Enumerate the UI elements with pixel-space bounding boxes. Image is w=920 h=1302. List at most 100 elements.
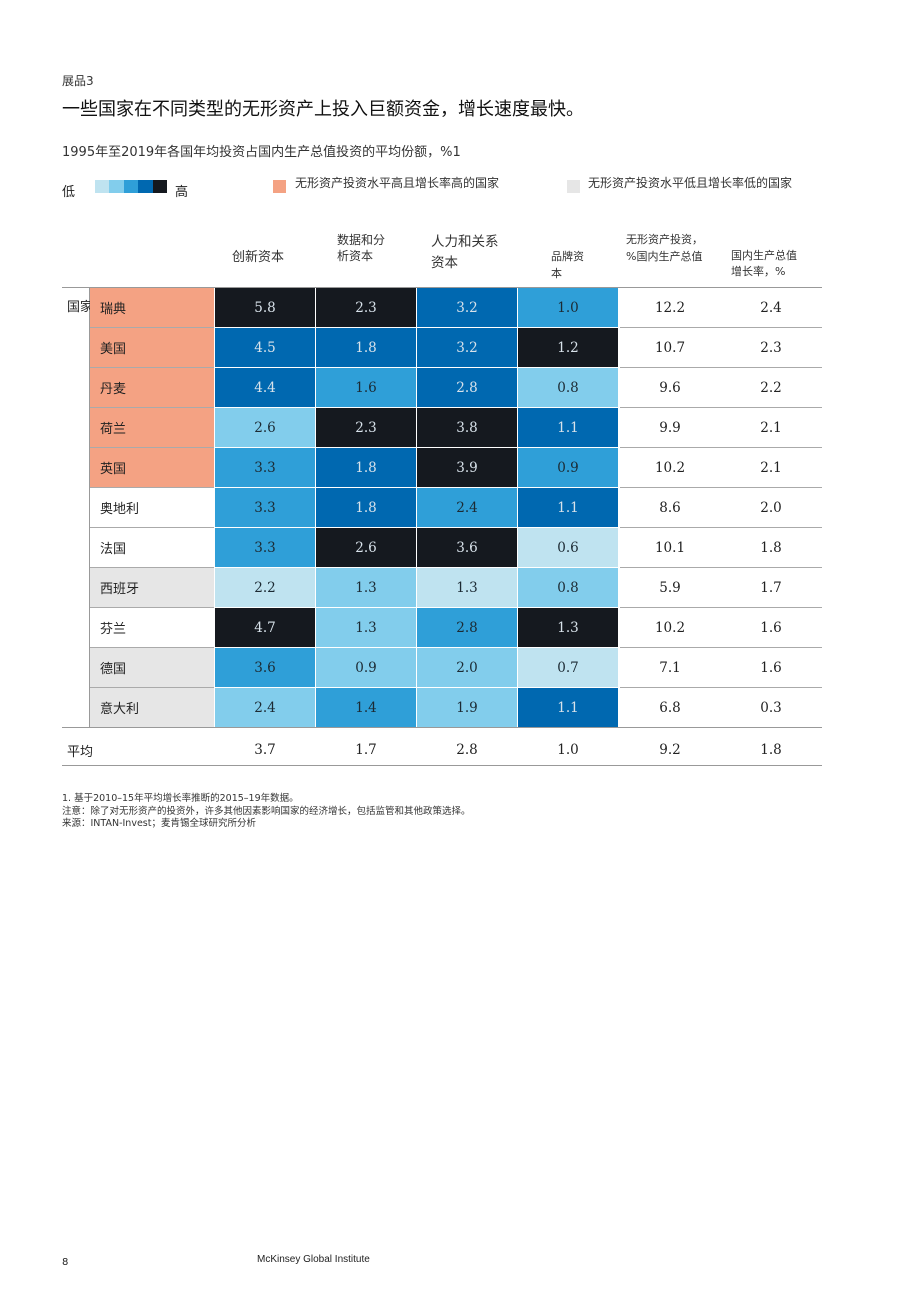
heatmap-cell: 4.7 — [215, 608, 315, 647]
heatmap-cell: 2.2 — [215, 568, 315, 607]
heatmap-cell: 1.2 — [518, 328, 618, 367]
col-header-intangible-line2: %国内生产总值 — [626, 250, 703, 263]
row-divider — [90, 607, 214, 608]
gdp-growth-cell: 2.3 — [760, 339, 782, 356]
legend-low-group-label: 无形资产投资水平低且增长率低的国家 — [588, 176, 793, 190]
country-cell: 奥地利 — [90, 488, 214, 527]
row-divider — [620, 327, 822, 328]
heatmap-cell: 2.3 — [316, 288, 416, 327]
country-cell: 芬兰 — [90, 608, 214, 647]
country-cell: 德国 — [90, 648, 214, 687]
col-header-innovation: 创新资本 — [232, 250, 285, 265]
country-cell: 荷兰 — [90, 408, 214, 447]
row-divider — [620, 607, 822, 608]
heatmap-cell: 0.8 — [518, 368, 618, 407]
legend-high-label: 高 — [175, 185, 189, 200]
average-cell: 1.8 — [760, 741, 782, 758]
average-cell: 3.7 — [254, 741, 276, 758]
col-header-human-line1: 人力和关系 — [431, 234, 499, 250]
footnote-1: 1. 基于2010–15年平均增长率推断的2015–19年数据。 — [62, 793, 299, 804]
average-cell: 2.8 — [456, 741, 478, 758]
col-header-human: 人力和关系 资本 — [431, 232, 499, 274]
country-cell: 瑞典 — [90, 288, 214, 327]
row-divider — [620, 527, 822, 528]
row-divider — [90, 687, 214, 688]
gdp-growth-cell: 1.8 — [760, 539, 782, 556]
heatmap-cell: 3.2 — [417, 288, 517, 327]
gdp-growth-cell: 2.1 — [760, 419, 782, 436]
intangible-total-cell: 10.2 — [654, 459, 686, 476]
country-cell: 美国 — [90, 328, 214, 367]
col-header-intangible: 无形资产投资， %国内生产总值 — [626, 231, 703, 265]
heatmap-cell: 1.1 — [518, 488, 618, 527]
intangible-total-cell: 10.2 — [654, 619, 686, 636]
gdp-growth-cell: 2.1 — [760, 459, 782, 476]
intangible-total-cell: 7.1 — [659, 659, 681, 676]
country-column-divider — [89, 288, 90, 727]
heatmap-cell: 1.8 — [316, 448, 416, 487]
heatmap-cell: 5.8 — [215, 288, 315, 327]
legend-high-group-label: 无形资产投资水平高且增长率高的国家 — [295, 176, 500, 190]
heatmap-cell: 1.8 — [316, 328, 416, 367]
country-cell: 英国 — [90, 448, 214, 487]
table-top-rule — [62, 287, 822, 288]
heatmap-cell: 2.3 — [316, 408, 416, 447]
legend-low-group-swatch — [567, 180, 580, 193]
row-divider — [90, 567, 214, 568]
legend-scale-swatch — [95, 180, 110, 193]
table-average-rule — [62, 727, 822, 728]
col-header-data-analysis-line1: 数据和分 — [337, 233, 386, 247]
row-divider — [620, 407, 822, 408]
heatmap-cell: 1.3 — [316, 568, 416, 607]
row-header-country: 国家 — [67, 300, 94, 315]
heatmap-cell: 3.8 — [417, 408, 517, 447]
col-header-human-line2: 资本 — [431, 255, 458, 271]
heatmap-cell: 1.3 — [518, 608, 618, 647]
gdp-growth-cell: 0.3 — [760, 699, 782, 716]
col-header-gdp-line1: 国内生产总值 — [731, 249, 797, 262]
heatmap-cell: 1.1 — [518, 688, 618, 727]
heatmap-cell: 3.6 — [417, 528, 517, 567]
brand-name: McKinsey Global Institute — [257, 1254, 370, 1265]
heatmap-cell: 2.8 — [417, 608, 517, 647]
average-cell: 1.7 — [355, 741, 377, 758]
heatmap-cell: 0.9 — [518, 448, 618, 487]
heatmap-cell: 4.4 — [215, 368, 315, 407]
col-header-gdp-line2: 增长率，% — [731, 265, 786, 278]
country-cell: 法国 — [90, 528, 214, 567]
heatmap-cell: 1.6 — [316, 368, 416, 407]
footnote-source: 来源：INTAN-Invest；麦肯锡全球研究所分析 — [62, 818, 256, 829]
footnotes: 1. 基于2010–15年平均增长率推断的2015–19年数据。 注意：除了对无… — [62, 793, 471, 831]
heatmap-cell: 1.4 — [316, 688, 416, 727]
legend-high-group-swatch — [273, 180, 286, 193]
heatmap-cell: 1.3 — [417, 568, 517, 607]
exhibit-label: 展品3 — [62, 74, 94, 88]
legend-scale-swatch — [109, 180, 124, 193]
heatmap-cell: 2.8 — [417, 368, 517, 407]
heatmap-cell: 2.4 — [215, 688, 315, 727]
row-divider — [90, 367, 214, 368]
heatmap-cell: 4.5 — [215, 328, 315, 367]
gdp-growth-cell: 1.6 — [760, 619, 782, 636]
legend-color-scale — [95, 180, 167, 193]
heatmap-cell: 0.7 — [518, 648, 618, 687]
row-divider — [620, 647, 822, 648]
heatmap-cell: 3.9 — [417, 448, 517, 487]
legend-scale-swatch — [123, 180, 139, 193]
row-divider — [90, 327, 214, 328]
legend-scale-swatch — [138, 180, 153, 193]
legend-low-label: 低 — [62, 185, 76, 200]
intangible-total-cell: 8.6 — [659, 499, 681, 516]
table-bottom-rule — [62, 765, 822, 766]
heatmap-cell: 3.3 — [215, 488, 315, 527]
average-cell: 1.0 — [557, 741, 579, 758]
average-label: 平均 — [67, 745, 94, 760]
heatmap-cell: 1.9 — [417, 688, 517, 727]
heatmap-cell: 2.6 — [316, 528, 416, 567]
row-divider — [90, 647, 214, 648]
intangible-total-cell: 9.9 — [659, 419, 681, 436]
intangible-total-cell: 10.1 — [654, 539, 686, 556]
heatmap-cell: 1.1 — [518, 408, 618, 447]
col-header-data-analysis-line2: 析资本 — [337, 249, 374, 263]
legend-scale-swatch — [152, 180, 167, 193]
